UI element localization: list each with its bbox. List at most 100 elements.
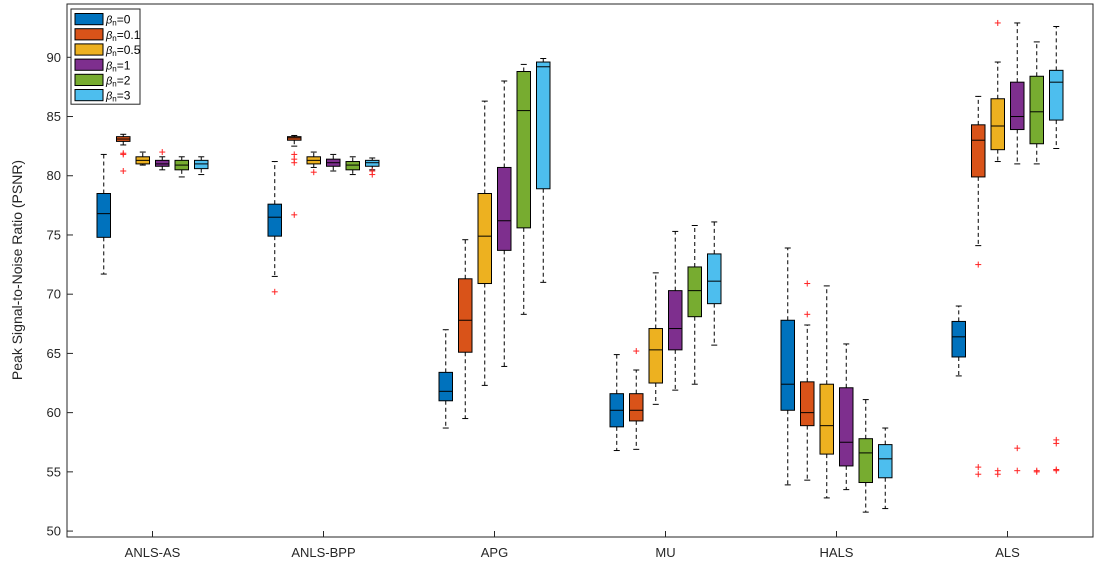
legend-swatch (74, 28, 104, 41)
box-0-0 (96, 153, 111, 275)
iqr-box (971, 124, 986, 178)
legend-swatch (74, 58, 104, 71)
category-group-1 (267, 134, 380, 295)
iqr-box (819, 383, 834, 455)
iqr-box (194, 159, 209, 170)
x-tick-label: APG (481, 545, 508, 560)
box-2-1 (458, 239, 473, 420)
box-5-1 (971, 95, 986, 478)
box-2-4 (516, 63, 531, 315)
outlier-marker (369, 171, 376, 178)
legend-swatch (74, 89, 104, 102)
iqr-box (687, 266, 702, 318)
legend-label: βn=2 (105, 74, 131, 89)
box-0-2 (135, 151, 150, 166)
legend-item: βn=1 (74, 58, 131, 73)
axes-layer (66, 3, 1094, 538)
box-4-3 (839, 343, 854, 491)
legend-label: βn=0 (105, 13, 131, 28)
category-group-3 (609, 221, 722, 452)
box-0-4 (174, 156, 189, 178)
iqr-box (365, 159, 380, 167)
iqr-box (497, 166, 512, 251)
iqr-box (438, 371, 453, 402)
plot-area-border (66, 3, 1094, 538)
y-tick-label: 85 (47, 109, 61, 124)
iqr-box (96, 193, 111, 238)
legend-label: βn=3 (105, 89, 131, 104)
iqr-box (800, 381, 815, 427)
outlier-marker (975, 464, 982, 471)
y-tick-label: 80 (47, 168, 61, 183)
iqr-box (878, 444, 893, 479)
box-0-1 (116, 133, 131, 175)
legend-label: βn=1 (105, 58, 131, 73)
box-2-0 (438, 329, 453, 429)
outlier-marker (1014, 445, 1021, 452)
category-group-5 (951, 19, 1064, 478)
box-4-1 (800, 280, 815, 481)
ticks-layer: ANLS-AS ANLS-BPP APG MU HALS ALS 50 55 60 65 70 75 8… (47, 50, 1021, 560)
outlier-marker (1033, 468, 1040, 475)
iqr-box (516, 71, 531, 229)
y-tick-label: 50 (47, 524, 61, 539)
y-tick-label: 75 (47, 227, 61, 242)
x-tick-label: MU (655, 545, 675, 560)
outlier-marker (994, 471, 1001, 478)
iqr-box (648, 328, 663, 384)
outlier-marker (975, 261, 982, 268)
box-5-3 (1010, 22, 1025, 474)
box-1-3 (326, 153, 341, 172)
x-tick-label: HALS (820, 545, 854, 560)
outlier-marker (804, 311, 811, 318)
outlier-marker (291, 211, 298, 218)
category-group-4 (780, 247, 893, 513)
x-tick-label: ANLS-BPP (291, 545, 355, 560)
category-group-2 (438, 57, 551, 429)
x-tick-label: ALS (995, 545, 1020, 560)
box-1-2 (306, 151, 321, 176)
box-3-3 (668, 230, 683, 391)
boxes-layer (96, 19, 1064, 513)
box-4-0 (780, 247, 795, 486)
legend-swatch (74, 13, 104, 26)
box-4-4 (858, 399, 873, 513)
iqr-box (536, 61, 551, 190)
legend-item: βn=0.1 (74, 28, 141, 43)
iqr-box (287, 136, 302, 141)
box-2-5 (536, 57, 551, 283)
iqr-box (1010, 81, 1025, 131)
legend-item: βn=3 (74, 89, 131, 104)
box-0-5 (194, 156, 209, 176)
legend-swatch (74, 73, 104, 87)
iqr-box (668, 290, 683, 351)
outlier-marker (120, 168, 127, 175)
outlier-marker (994, 19, 1001, 26)
y-tick-label: 65 (47, 346, 61, 361)
x-tick-label: ANLS-AS (125, 545, 181, 560)
y-tick-label: 90 (47, 50, 61, 65)
legend-item: βn=0.5 (74, 43, 141, 58)
y-tick-label: 70 (47, 287, 61, 302)
outlier-marker (975, 471, 982, 478)
outlier-marker (159, 149, 166, 156)
outlier-marker (1053, 467, 1060, 474)
box-3-1 (629, 348, 644, 450)
box-5-5 (1049, 26, 1064, 474)
box-2-2 (477, 100, 492, 386)
y-tick-label: 55 (47, 464, 61, 479)
box-3-4 (687, 224, 702, 385)
iqr-box (1029, 75, 1044, 145)
iqr-box (345, 161, 360, 171)
iqr-box (1049, 69, 1064, 121)
outlier-marker (804, 280, 811, 287)
outlier-marker (120, 150, 127, 157)
outlier-marker (1014, 467, 1021, 474)
legend-label: βn=0.5 (105, 43, 141, 58)
y-axis-label: Peak Signal-to-Noise Ratio (PSNR) (9, 160, 25, 380)
iqr-box (267, 203, 282, 237)
iqr-box (707, 253, 722, 305)
box-0-3 (155, 149, 170, 171)
legend-item: βn=2 (74, 73, 131, 89)
legend-item: βn=0 (74, 13, 131, 28)
